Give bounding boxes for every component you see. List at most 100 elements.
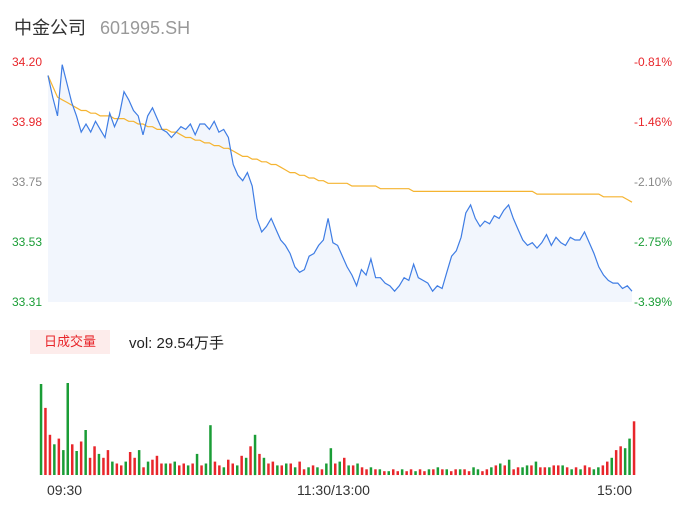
volume-bar bbox=[503, 465, 506, 475]
volume-bar bbox=[173, 461, 176, 475]
volume-bar bbox=[293, 467, 297, 475]
volume-bar bbox=[334, 463, 337, 475]
volume-bar bbox=[396, 471, 399, 475]
volume-bar bbox=[601, 465, 605, 475]
volume-bar bbox=[467, 471, 471, 475]
volume-bar bbox=[588, 467, 591, 475]
volume-bar bbox=[521, 467, 524, 475]
volume-bar bbox=[543, 467, 547, 475]
pct-tick-label: -1.46% bbox=[633, 115, 672, 129]
volume-bar bbox=[476, 469, 480, 476]
pct-tick-label: -2.10% bbox=[633, 175, 672, 189]
volume-bar bbox=[320, 469, 324, 476]
volume-bar bbox=[271, 461, 275, 475]
volume-bar bbox=[262, 457, 266, 476]
volume-bar bbox=[267, 463, 270, 475]
volume-bar bbox=[79, 441, 83, 475]
volume-bar bbox=[548, 467, 551, 475]
volume-bar bbox=[57, 438, 61, 475]
volume-bar bbox=[570, 469, 573, 476]
volume-bar bbox=[507, 459, 511, 475]
volume-bar bbox=[454, 469, 457, 476]
volume-bar bbox=[115, 463, 119, 475]
price-tick-label: 34.20 bbox=[12, 55, 43, 69]
volume-bar bbox=[365, 469, 368, 476]
volume-bar bbox=[191, 463, 194, 475]
volume-bar bbox=[106, 450, 110, 475]
volume-bar bbox=[182, 463, 185, 475]
volume-bar bbox=[128, 452, 132, 475]
volume-bar bbox=[244, 457, 248, 476]
volume-bar bbox=[186, 465, 190, 475]
volume-bar bbox=[218, 465, 221, 475]
volume-bar bbox=[628, 438, 631, 475]
volume-bar bbox=[632, 421, 636, 475]
volume-bar bbox=[111, 461, 114, 475]
pct-tick-label: -0.81% bbox=[633, 55, 672, 69]
volume-bar bbox=[405, 471, 408, 475]
volume-bar bbox=[369, 467, 373, 475]
pct-tick-label: -3.39% bbox=[633, 295, 672, 309]
volume-bar bbox=[39, 384, 43, 475]
volume-bar bbox=[137, 450, 141, 475]
volume-bar bbox=[93, 446, 96, 476]
volume-bar bbox=[289, 463, 292, 475]
volume-bar bbox=[280, 465, 283, 475]
volume-bar bbox=[48, 434, 52, 476]
volume-bar bbox=[311, 465, 315, 475]
volume-bar bbox=[472, 467, 475, 475]
volume-bar bbox=[432, 469, 435, 476]
volume-bar bbox=[133, 457, 136, 476]
volume-bar bbox=[298, 461, 301, 475]
stock-code: 601995.SH bbox=[100, 18, 191, 38]
volume-bar bbox=[414, 471, 417, 475]
x-tick-label: 15:00 bbox=[597, 482, 633, 498]
volume-bar bbox=[606, 461, 609, 475]
volume-bar bbox=[490, 467, 493, 475]
volume-bar bbox=[436, 467, 440, 475]
volume-bar bbox=[66, 383, 69, 475]
volume-bar bbox=[418, 469, 422, 476]
volume-bar bbox=[88, 457, 92, 476]
volume-bar bbox=[481, 471, 484, 475]
price-line bbox=[47, 64, 633, 293]
volume-bar bbox=[231, 463, 234, 475]
volume-bar bbox=[561, 465, 564, 475]
x-tick-label: 11:30/13:00 bbox=[297, 482, 370, 498]
volume-bar bbox=[579, 469, 582, 476]
volume-bar bbox=[316, 467, 319, 475]
volume-bar bbox=[463, 469, 466, 476]
volume-bar bbox=[534, 461, 538, 475]
volume-bar bbox=[142, 467, 145, 475]
volume-bar bbox=[253, 434, 257, 476]
price-tick-label: 33.98 bbox=[12, 115, 43, 129]
tab-daily-volume[interactable]: 日成交量 bbox=[30, 330, 110, 354]
volume-bar bbox=[53, 444, 56, 475]
volume-bar bbox=[84, 430, 87, 475]
stock-name: 中金公司 bbox=[14, 18, 86, 38]
volume-bar bbox=[614, 450, 618, 475]
volume-bar bbox=[195, 453, 199, 475]
volume-bar bbox=[329, 448, 333, 475]
volume-bar bbox=[450, 471, 453, 475]
volume-bar bbox=[400, 469, 404, 476]
volume-bar bbox=[583, 465, 587, 475]
volume-bar bbox=[62, 450, 65, 475]
volume-bar bbox=[325, 463, 328, 475]
pct-tick-label: -2.75% bbox=[633, 235, 672, 249]
volume-bar bbox=[374, 469, 377, 476]
volume-bar bbox=[458, 469, 462, 476]
volume-bar bbox=[347, 465, 350, 475]
volume-bar bbox=[565, 467, 569, 475]
volume-bar bbox=[387, 471, 390, 475]
volume-bar bbox=[441, 469, 444, 476]
volume-bar bbox=[499, 463, 502, 475]
volume-bar bbox=[102, 457, 105, 476]
volume-bar bbox=[610, 457, 613, 476]
volume-bar bbox=[276, 465, 279, 475]
volume-bar bbox=[343, 457, 346, 476]
volume-bar bbox=[258, 453, 261, 475]
volume-bar bbox=[307, 467, 310, 475]
volume-bar bbox=[151, 459, 154, 475]
